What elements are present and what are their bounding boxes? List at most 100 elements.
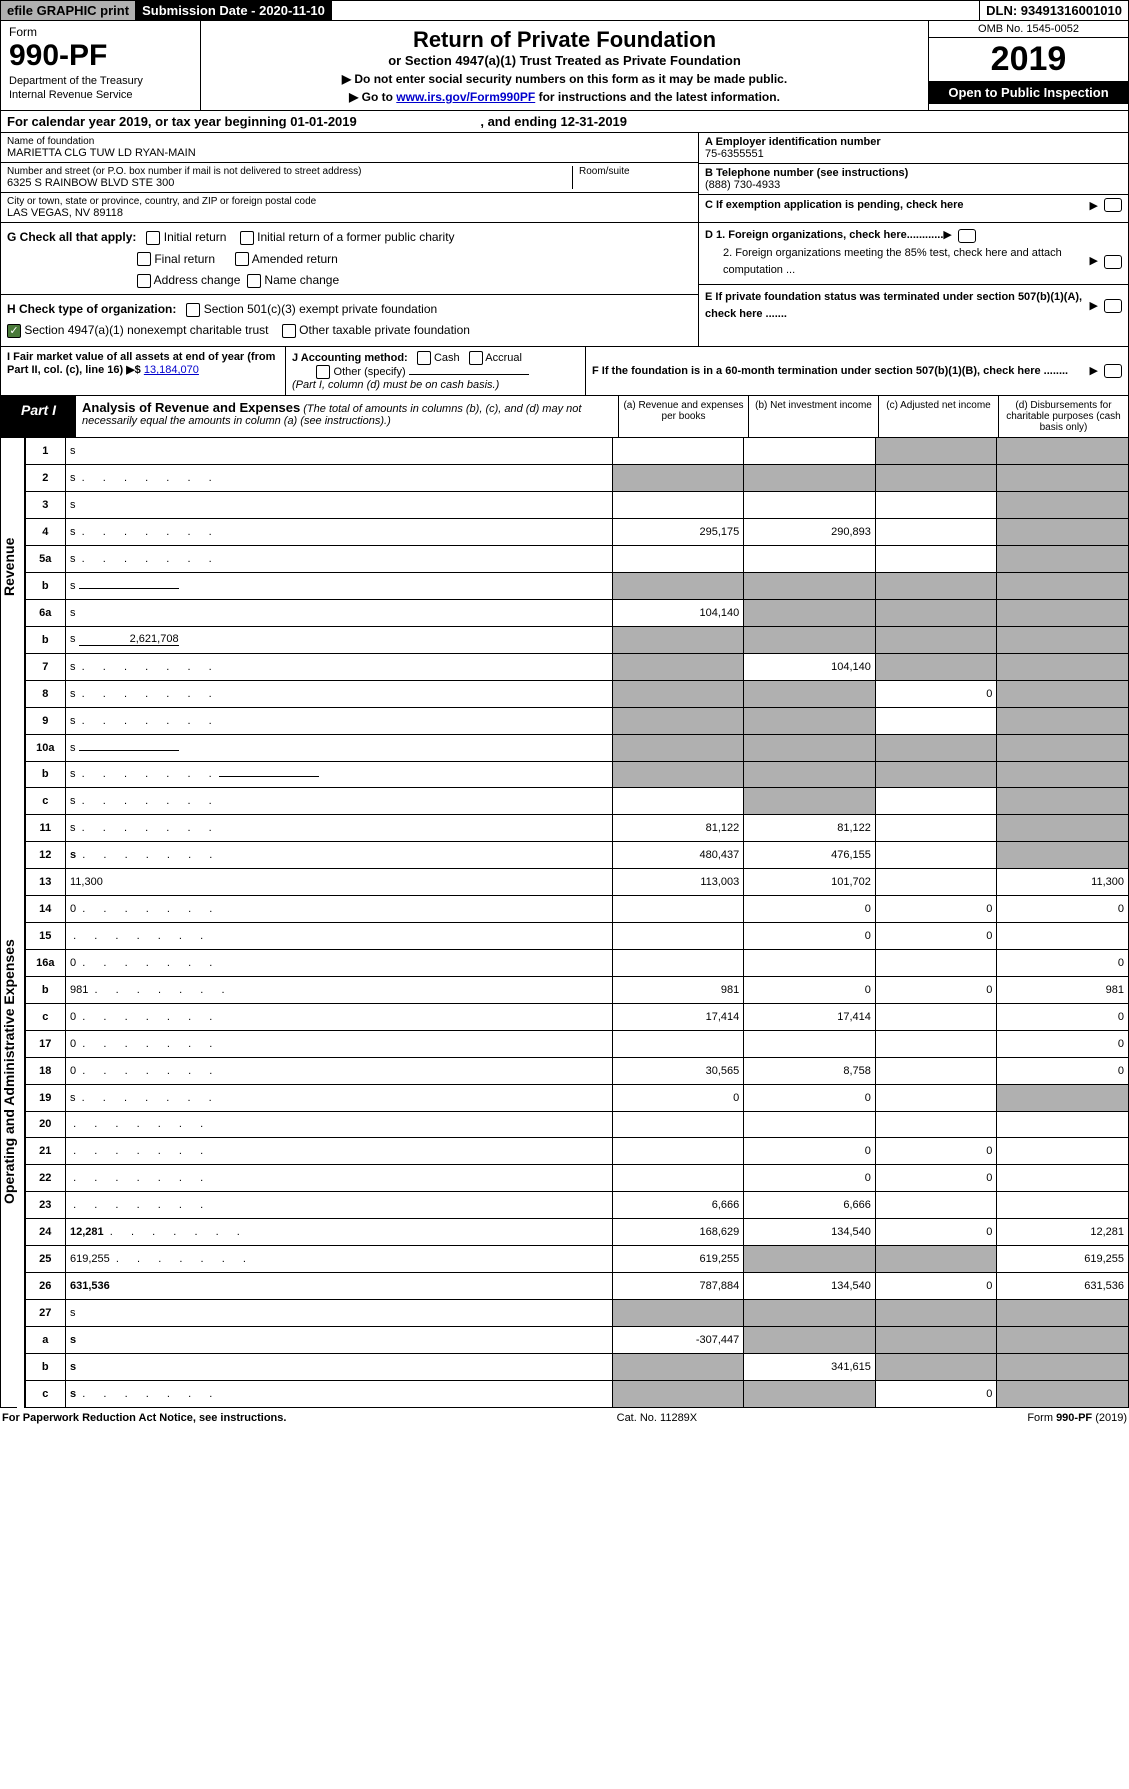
j-cash-checkbox[interactable] [417,351,431,365]
cell-col-c [875,1111,996,1138]
cell-col-d [997,573,1129,600]
h-other-checkbox[interactable] [282,324,296,338]
city-state-zip: LAS VEGAS, NV 89118 [7,207,692,219]
line-description: s . . . . . . . [66,707,613,734]
cell-col-c: 0 [875,1273,996,1300]
f-checkbox[interactable] [1104,364,1122,378]
col-a-header: (a) Revenue and expenses per books [618,396,748,437]
table-row: cs . . . . . . . [25,788,1128,815]
line-number: 23 [25,1192,65,1219]
irs-link[interactable]: www.irs.gov/Form990PF [396,90,535,104]
line-description: 0 . . . . . . . [66,949,613,976]
cell-col-a [612,734,744,761]
col-d-header: (d) Disbursements for charitable purpose… [998,396,1128,437]
cell-col-c [875,1353,996,1380]
omb-number: OMB No. 1545-0052 [929,21,1128,38]
submission-date: Submission Date - 2020-11-10 [136,1,332,20]
cell-col-c [875,1030,996,1057]
line-number: 8 [25,680,65,707]
h-opt3: Other taxable private foundation [299,323,470,337]
cell-col-c [875,626,996,653]
table-row: 27s [25,1299,1128,1326]
line-description: . . . . . . . [66,1111,613,1138]
cell-col-a [612,680,744,707]
cell-col-c [875,1192,996,1219]
g-initial-return-checkbox[interactable] [146,231,160,245]
cal-pre: For calendar year 2019, or tax year begi… [7,114,290,129]
line-number: b [25,1353,65,1380]
cell-col-b: 0 [744,923,876,950]
g-amended-checkbox[interactable] [235,252,249,266]
table-row: 2s . . . . . . . [25,465,1128,492]
i-label: I Fair market value of all assets at end… [7,351,275,376]
fmv-value[interactable]: 13,184,070 [144,364,199,376]
efile-print-button[interactable]: efile GRAPHIC print [1,1,136,20]
cell-col-d [997,492,1129,519]
cell-col-b [744,1299,876,1326]
j-cash: Cash [434,352,460,364]
line-description: 631,536 [66,1273,613,1300]
cell-col-c [875,600,996,627]
cell-col-b [744,492,876,519]
g-name-change-checkbox[interactable] [247,274,261,288]
h-501c3-checkbox[interactable] [186,303,200,317]
cell-col-c [875,1057,996,1084]
line-description: 0 . . . . . . . [66,1030,613,1057]
e-checkbox[interactable] [1104,299,1122,313]
cell-col-b [744,438,876,465]
cell-col-c [875,1084,996,1111]
cell-col-d [997,680,1129,707]
g-address-change-checkbox[interactable] [137,274,151,288]
cell-col-d [997,600,1129,627]
cell-col-d: 631,536 [997,1273,1129,1300]
j-other-checkbox[interactable] [316,365,330,379]
cell-col-a [612,492,744,519]
footer-cat: Cat. No. 11289X [617,1412,698,1424]
cal-begin: 01-01-2019 [290,114,357,129]
line-number: 4 [25,519,65,546]
phone-value: (888) 730-4933 [705,179,1122,191]
open-to-public: Open to Public Inspection [929,81,1128,104]
d1-checkbox[interactable] [958,229,976,243]
cell-col-d [997,653,1129,680]
line-description: 619,255 . . . . . . . [66,1246,613,1273]
cell-col-a: 619,255 [612,1246,744,1273]
cell-col-c [875,815,996,842]
cell-col-d: 0 [997,1003,1129,1030]
cell-col-a: -307,447 [612,1326,744,1353]
footer-form: Form 990-PF (2019) [1027,1412,1127,1424]
cell-col-a: 295,175 [612,519,744,546]
line-description: s . . . . . . . [66,788,613,815]
d2-checkbox[interactable] [1104,255,1122,269]
j-accrual-checkbox[interactable] [469,351,483,365]
cell-col-a: 981 [612,976,744,1003]
g-final-return-checkbox[interactable] [137,252,151,266]
inst-post: for instructions and the latest informat… [535,90,780,104]
check-section: G Check all that apply: Initial return I… [0,223,1129,347]
cell-col-b [744,761,876,788]
line-description: . . . . . . . [66,1192,613,1219]
table-row: 11s . . . . . . .81,12281,122 [25,815,1128,842]
line-description: s . . . . . . . [66,1380,613,1407]
cell-col-a [612,465,744,492]
h-4947-checkbox[interactable]: ✓ [7,324,21,338]
side-labels: Revenue Operating and Administrative Exp… [1,438,25,1408]
table-row: 26631,536787,884134,5400631,536 [25,1273,1128,1300]
cell-col-a [612,1138,744,1165]
table-row: b981 . . . . . . .98100981 [25,976,1128,1003]
tax-year: 2019 [929,38,1128,81]
line-description: s [66,600,613,627]
table-row: 23 . . . . . . .6,6666,666 [25,1192,1128,1219]
g-initial-former-checkbox[interactable] [240,231,254,245]
cell-col-c: 0 [875,1380,996,1407]
table-row: cs . . . . . . .0 [25,1380,1128,1407]
line-number: 26 [25,1273,65,1300]
line-description: 981 . . . . . . . [66,976,613,1003]
j-other-input[interactable] [409,374,529,375]
cell-col-c: 0 [875,976,996,1003]
line-number: 13 [25,869,65,896]
c-checkbox[interactable] [1104,198,1122,212]
table-row: 12s . . . . . . .480,437476,155 [25,842,1128,869]
cell-col-c: 0 [875,1165,996,1192]
cell-col-b: 476,155 [744,842,876,869]
